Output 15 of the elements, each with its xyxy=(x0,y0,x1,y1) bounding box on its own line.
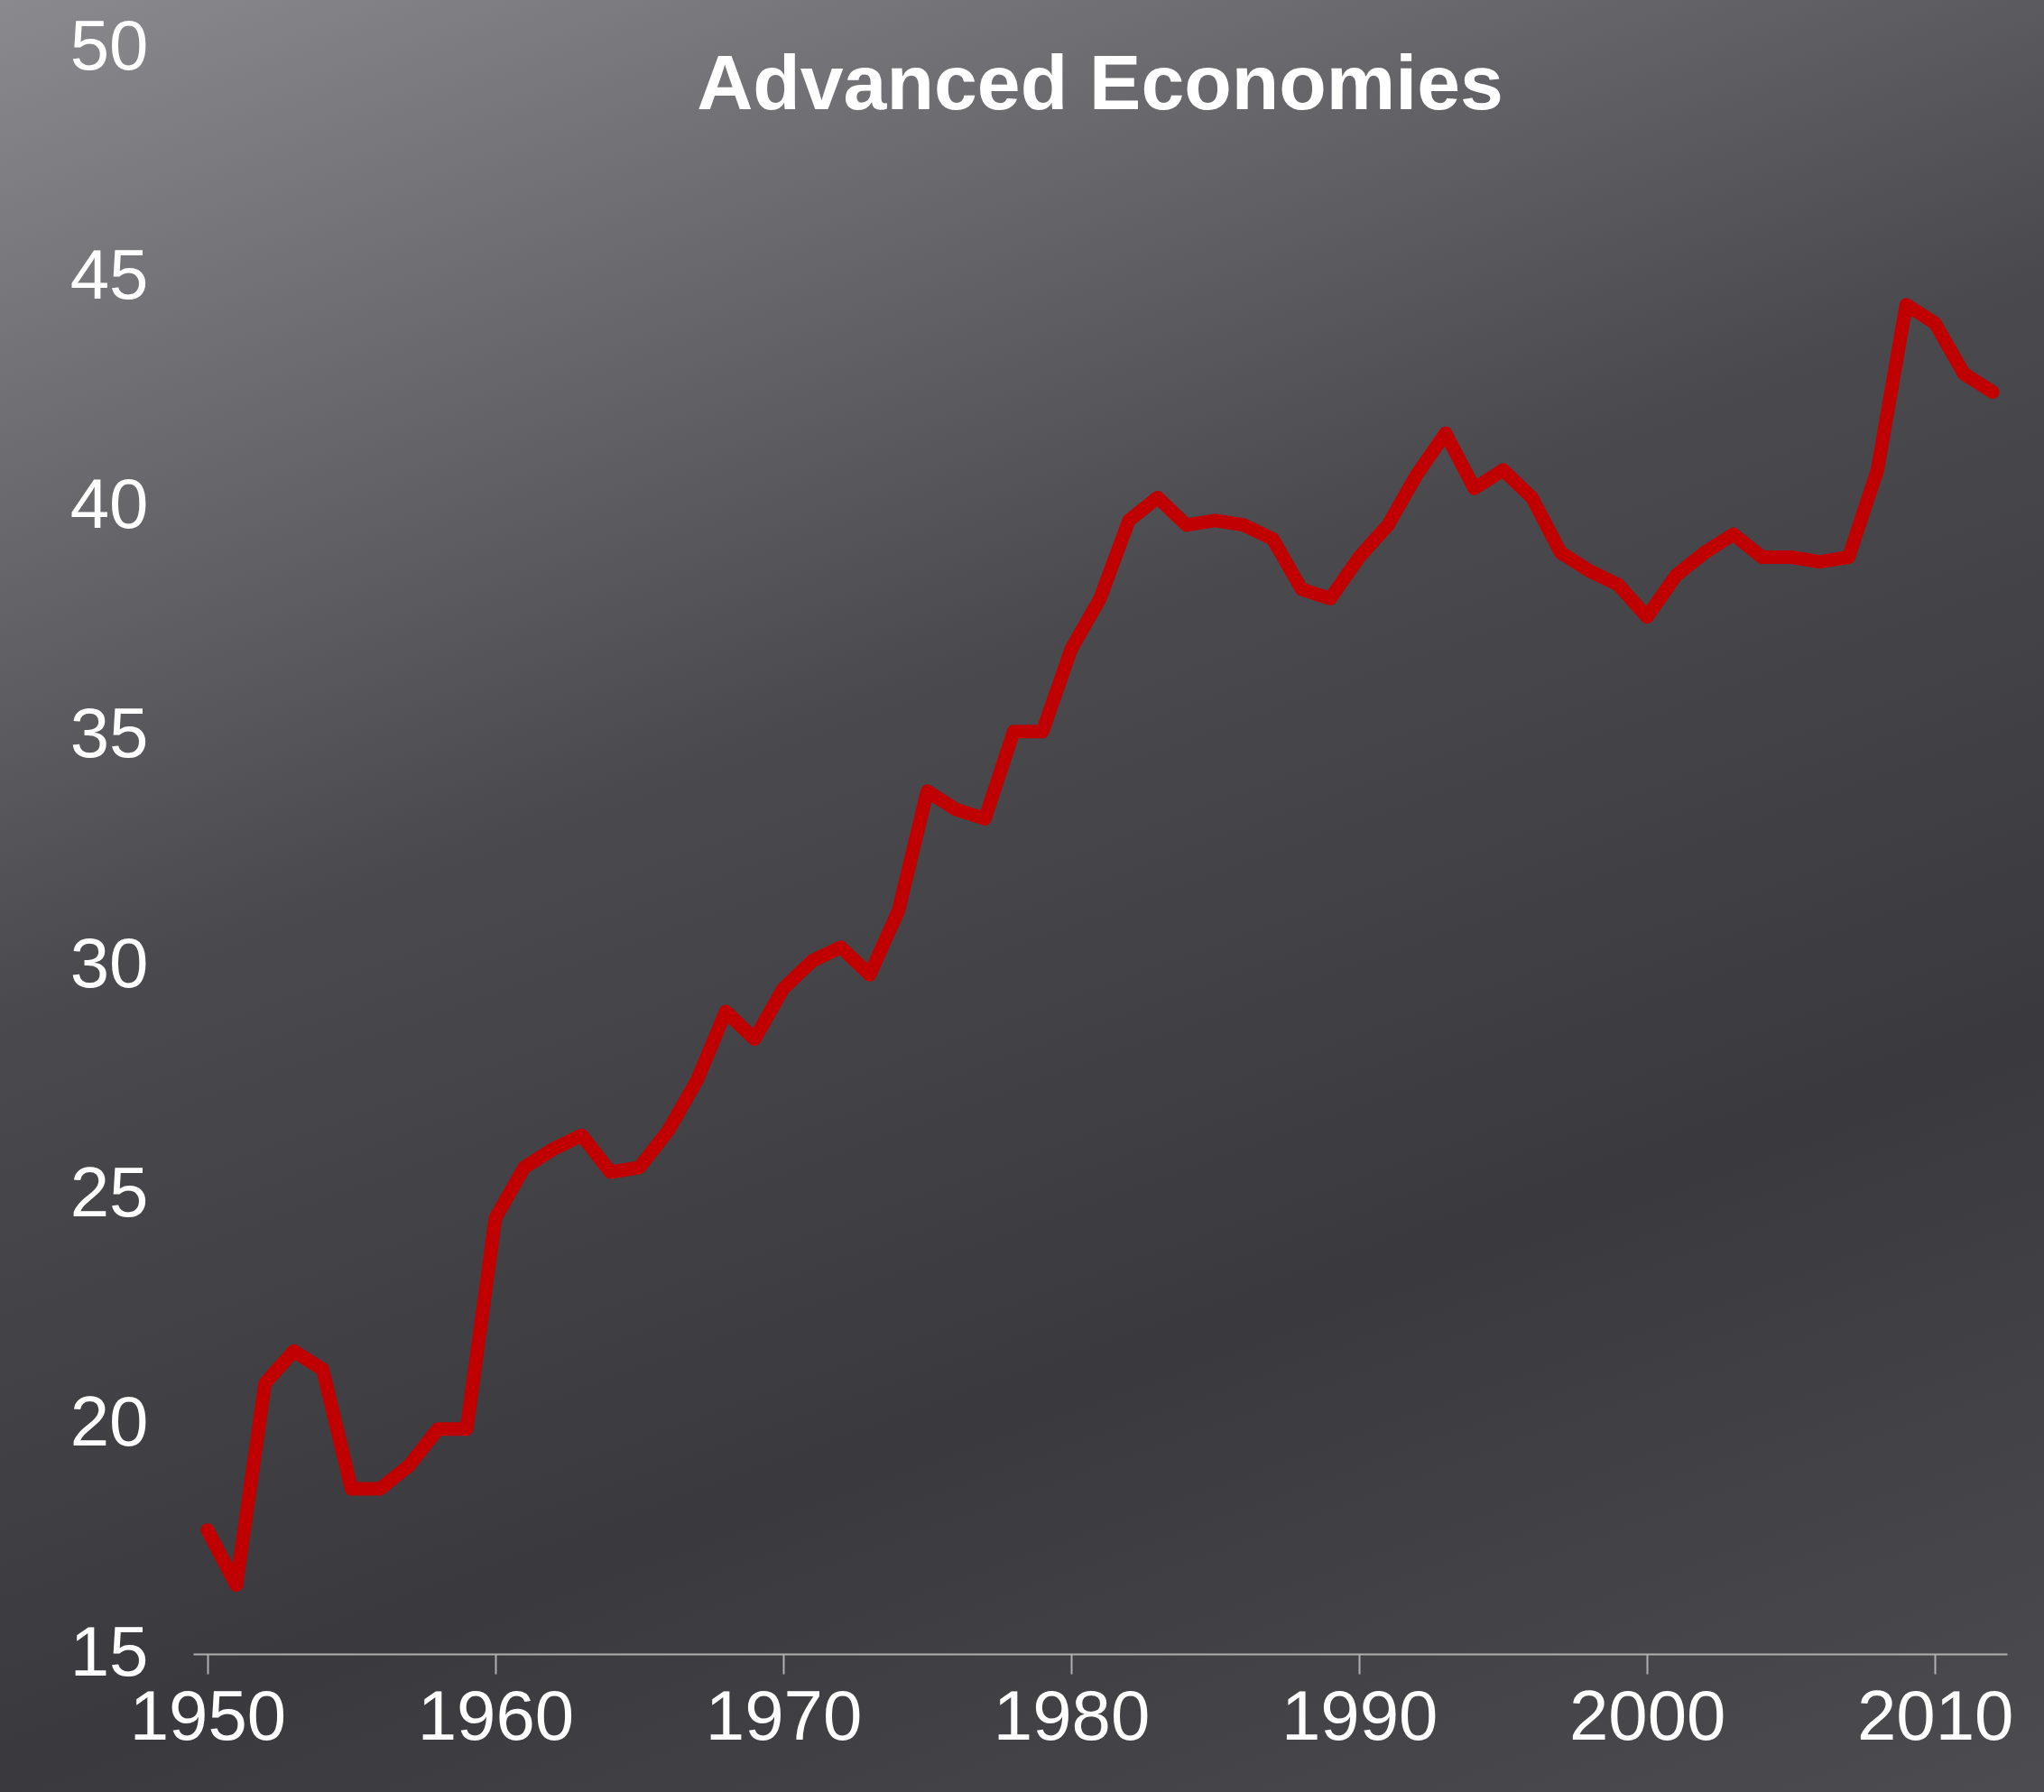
x-tick-label: 1960 xyxy=(417,1675,575,1755)
y-tick-label: 40 xyxy=(69,464,149,544)
y-tick-label: 35 xyxy=(69,693,149,773)
chart-title: Advanced Economies xyxy=(697,39,1503,125)
x-tick-label: 1980 xyxy=(993,1675,1151,1755)
y-tick-label: 50 xyxy=(69,5,149,85)
x-tick-label: 2010 xyxy=(1856,1675,2014,1755)
x-tick-label: 2000 xyxy=(1568,1675,1726,1755)
y-tick-label: 15 xyxy=(69,1611,149,1691)
x-tick-label: 1970 xyxy=(705,1675,863,1755)
y-tick-label: 45 xyxy=(69,234,149,314)
y-tick-label: 30 xyxy=(69,922,149,1002)
y-tick-label: 25 xyxy=(69,1151,149,1232)
y-tick-label: 20 xyxy=(69,1381,149,1462)
x-tick-label: 1990 xyxy=(1281,1675,1438,1755)
